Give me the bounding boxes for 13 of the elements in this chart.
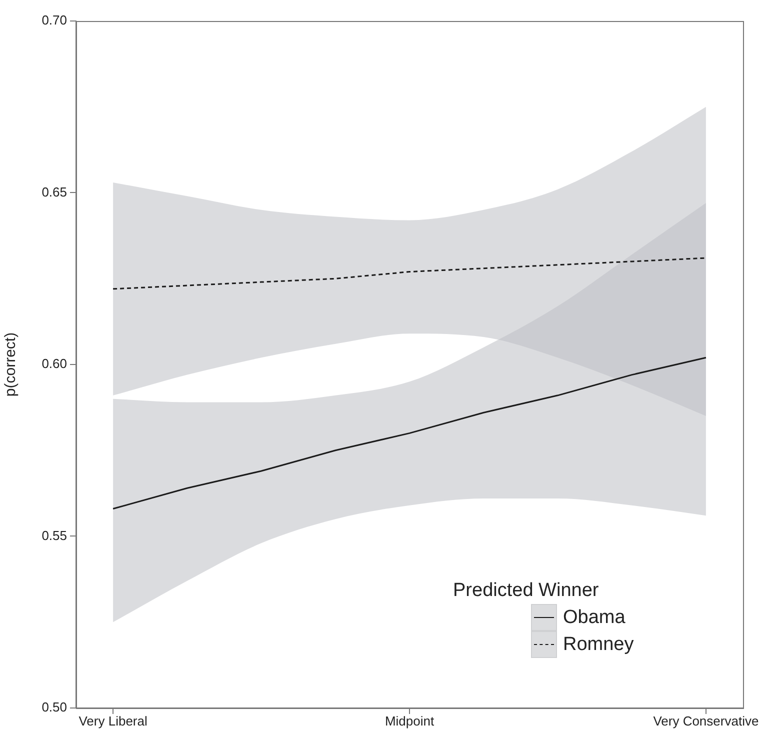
x-tick-label: Very Conservative — [653, 713, 759, 728]
legend-label: Obama — [563, 606, 626, 628]
legend-label: Romney — [563, 634, 634, 656]
y-tick-label: 0.55 — [42, 528, 67, 543]
y-tick-label: 0.60 — [42, 356, 67, 372]
y-tick-label: 0.50 — [42, 700, 67, 715]
legend-title: Predicted Winner — [453, 580, 600, 602]
x-tick-label: Midpoint — [384, 713, 434, 728]
y-tick-label: 0.70 — [42, 12, 67, 28]
line-series — [112, 257, 707, 290]
x-tick-label: Very Liberal — [78, 713, 148, 728]
y-tick-label: 0.65 — [42, 184, 67, 200]
y-axis-title: p(correct) — [2, 332, 20, 397]
